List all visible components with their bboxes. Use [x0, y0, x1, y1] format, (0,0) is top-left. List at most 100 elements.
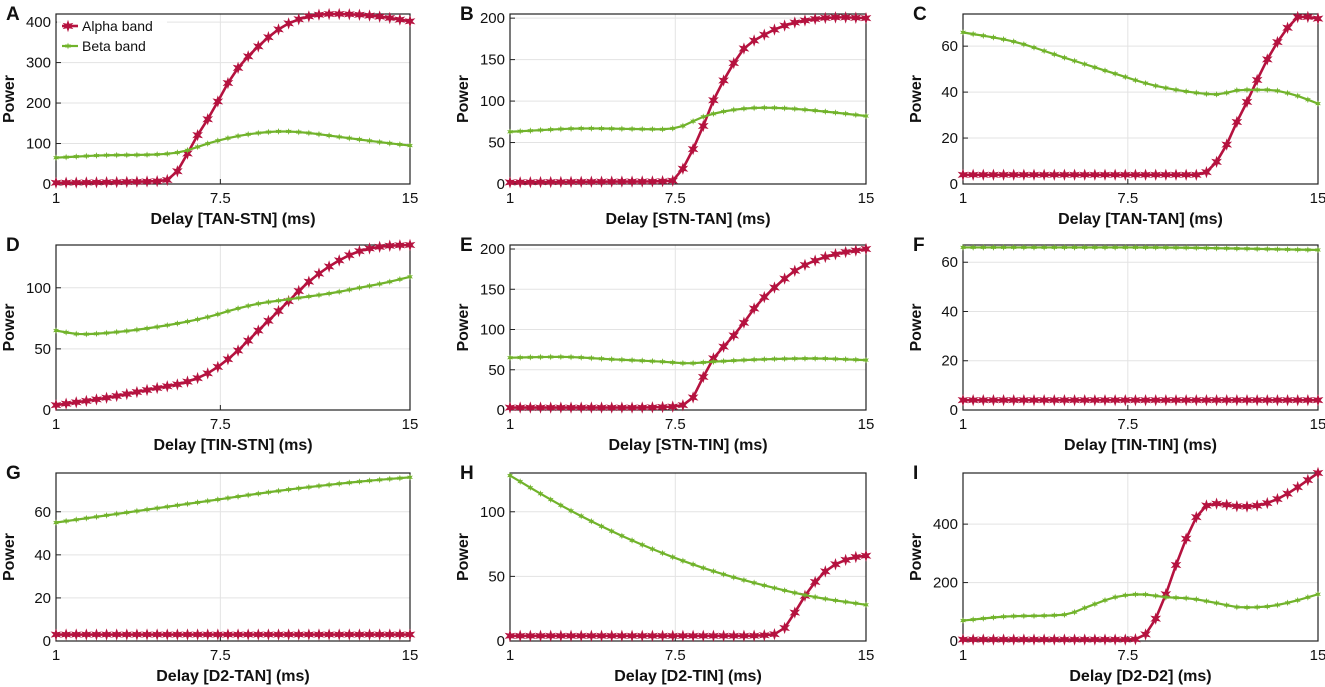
alpha-point-marker	[596, 175, 607, 188]
x-tick-label: 1	[52, 416, 60, 433]
alpha-point-marker	[303, 275, 315, 288]
beta-point-marker	[639, 541, 646, 549]
alpha-point-marker	[131, 385, 143, 399]
alpha-point-marker	[687, 629, 699, 643]
alpha-point-marker	[748, 629, 760, 642]
beta-point-marker	[1162, 593, 1169, 601]
beta-point-marker	[791, 355, 798, 363]
beta-point-marker	[970, 616, 977, 623]
beta-point-marker	[863, 112, 869, 120]
beta-point-marker	[1294, 246, 1301, 254]
beta-point-marker	[1173, 594, 1179, 602]
x-tick-label: 15	[402, 190, 419, 207]
beta-point-marker	[771, 104, 778, 112]
beta-point-marker	[214, 496, 221, 503]
beta-point-marker	[1294, 92, 1301, 100]
alpha-point-marker	[687, 391, 699, 404]
beta-point-marker	[629, 356, 635, 364]
alpha-point-marker	[1292, 480, 1304, 494]
beta-point-marker	[1020, 244, 1027, 251]
alpha-point-marker	[524, 401, 536, 414]
beta-point-marker	[1122, 244, 1129, 251]
alpha-point-marker	[524, 629, 536, 643]
alpha-point-marker	[586, 175, 597, 188]
alpha-point-marker	[1272, 393, 1283, 407]
alpha-point-marker	[1079, 393, 1091, 407]
alpha-point-marker	[232, 628, 244, 641]
beta-point-marker	[1152, 244, 1159, 251]
alpha-point-marker	[182, 375, 193, 388]
alpha-point-marker	[1130, 393, 1141, 407]
beta-point-marker	[832, 109, 839, 117]
alpha-point-marker	[1272, 492, 1283, 506]
beta-point-marker	[336, 133, 343, 141]
beta-point-marker	[1152, 592, 1159, 600]
beta-point-marker	[761, 355, 768, 363]
y-axis-label: Power	[455, 533, 472, 581]
beta-point-marker	[255, 490, 262, 498]
alpha-point-marker	[1261, 393, 1273, 407]
y-axis-label: Power	[908, 75, 925, 123]
alpha-point-marker	[1028, 633, 1040, 646]
alpha-point-marker	[1231, 500, 1243, 513]
alpha-point-marker	[1201, 499, 1212, 512]
beta-point-marker	[1213, 599, 1220, 607]
alpha-point-marker	[1170, 168, 1182, 182]
alpha-point-marker	[333, 628, 345, 641]
axes-box	[509, 13, 867, 185]
alpha-point-marker	[789, 264, 801, 278]
alpha-point-marker	[394, 628, 406, 641]
beta-point-marker	[336, 288, 343, 296]
alpha-series-b	[504, 11, 872, 189]
x-tick-label: 7.5	[665, 416, 686, 433]
alpha-point-marker	[636, 629, 648, 643]
alpha-point-marker	[202, 628, 214, 641]
alpha-point-marker	[967, 393, 979, 407]
beta-point-marker	[741, 356, 747, 364]
beta-series-c	[960, 28, 1321, 107]
alpha-point-marker	[718, 629, 729, 643]
alpha-point-marker	[998, 393, 1009, 407]
beta-point-marker	[741, 105, 747, 113]
alpha-point-marker	[101, 391, 112, 404]
alpha-point-marker	[374, 628, 386, 641]
alpha-point-marker	[212, 360, 224, 374]
alpha-point-marker	[1190, 510, 1202, 524]
beta-point-marker	[1051, 611, 1058, 619]
alpha-point-marker	[1059, 393, 1070, 407]
panel-letter: H	[460, 463, 474, 484]
beta-point-marker	[225, 307, 231, 315]
beta-point-marker	[720, 357, 727, 365]
y-tick-label: 50	[488, 568, 505, 585]
alpha-point-marker	[586, 401, 597, 414]
alpha-point-marker	[364, 9, 375, 22]
x-axis-label: Delay [TAN-TAN] (ms)	[1058, 211, 1223, 228]
alpha-point-marker	[545, 401, 557, 414]
alpha-point-marker	[636, 175, 648, 188]
beta-point-marker	[970, 30, 977, 38]
alpha-point-marker	[779, 621, 790, 635]
alpha-point-marker	[374, 240, 386, 254]
beta-point-marker	[386, 139, 393, 147]
beta-point-marker	[1315, 590, 1321, 598]
beta-point-marker	[1233, 86, 1240, 94]
beta-point-marker	[204, 313, 211, 321]
beta-point-marker	[123, 327, 130, 335]
alpha-point-marker	[967, 168, 979, 182]
beta-point-marker	[1203, 597, 1210, 605]
x-tick-label: 15	[858, 190, 875, 207]
beta-point-marker	[812, 107, 819, 115]
beta-point-marker	[700, 564, 707, 572]
beta-point-marker	[1122, 73, 1129, 81]
beta-point-marker	[761, 582, 768, 589]
beta-point-marker	[1233, 245, 1240, 252]
alpha-point-marker	[283, 17, 294, 30]
beta-point-marker	[980, 615, 987, 622]
alpha-point-marker	[1119, 393, 1131, 407]
y-tick-label: 0	[43, 176, 51, 193]
alpha-point-marker	[748, 302, 760, 315]
beta-point-marker	[1284, 599, 1291, 607]
beta-point-marker	[245, 302, 252, 310]
beta-point-marker	[970, 244, 977, 251]
beta-point-marker	[164, 321, 171, 329]
